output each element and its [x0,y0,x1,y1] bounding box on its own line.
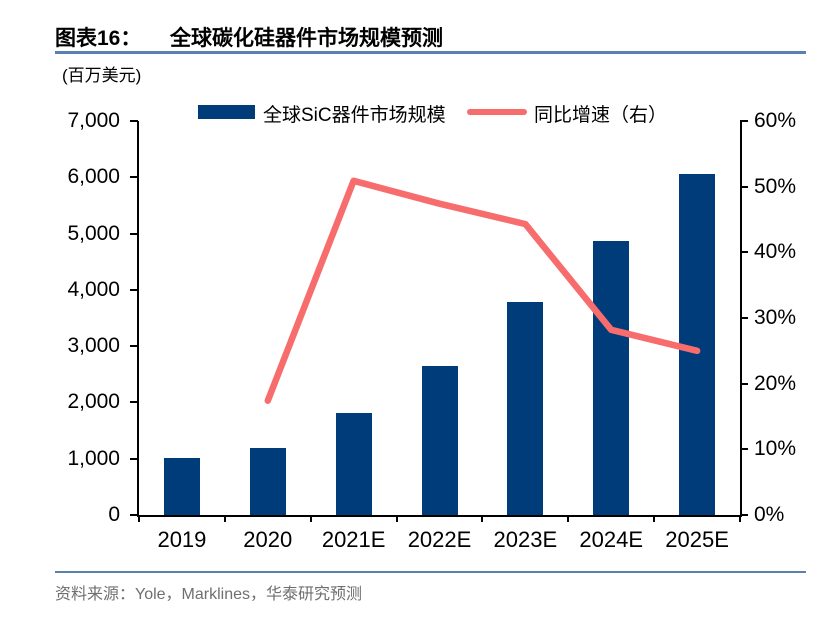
left-axis-tick [130,457,138,460]
left-axis-tick [130,401,138,404]
title-divider [55,51,806,54]
axis-unit-label: (百万美元) [62,66,142,85]
right-axis-tick [740,514,748,516]
page-title: 全球碳化硅器件市场规模预测 [170,27,443,50]
plot-area: 0 1,000 2,000 3,000 4,000 5,000 6,000 7,000 0% 10… [67,110,796,553]
left-axis-tick-label: 4,000 [67,277,120,301]
left-axis-tick [130,514,138,516]
figure-number: 图表16： [55,27,142,50]
source-note: 资料来源：Yole，Marklines，华泰研究预测 [55,586,363,603]
bar-2020 [249,448,286,515]
x-axis-tick [138,515,140,522]
line-series-swatch [467,109,527,115]
right-axis-tick-label: 40% [754,240,797,264]
chart-header: 图表16： 全球碳化硅器件市场规模预测 [55,22,806,50]
left-axis-tick [130,176,138,179]
bar-2021E [335,413,372,515]
left-axis-tick-label: 1,000 [67,446,120,470]
left-axis-tick [130,232,138,235]
left-axis-tick [130,120,138,122]
x-axis-tick [223,515,226,522]
growth-line [264,177,701,404]
left-axis-tick-label: 3,000 [67,334,120,358]
right-axis-tick-label: 50% [754,174,797,198]
right-axis-tick-label: 30% [754,306,797,329]
bar-2022E [421,366,458,515]
x-axis-tick [653,515,656,522]
left-axis-tick-label: 7,000 [67,109,120,132]
right-axis-tick-label: 20% [754,371,797,395]
x-axis-label-2020: 2020 [243,527,293,552]
bar-2019 [163,457,200,515]
bar-series-label: 全球SiC器件市场规模 [263,105,446,126]
x-axis-tick [395,515,398,522]
right-axis-tick [740,185,748,188]
right-axis-tick [740,317,748,319]
x-axis-tick [309,515,312,522]
bar-2024E [593,241,630,515]
x-axis-tick [567,515,570,522]
right-axis-tick [740,120,748,122]
right-axis-tick-label: 60% [754,109,797,132]
x-axis-label-2025E: 2025E [665,527,729,552]
left-axis-tick-label: 6,000 [67,165,120,189]
right-axis-tick-label: 10% [754,437,797,461]
left-axis-tick [130,345,138,348]
left-axis-tick-label: 2,000 [67,390,120,414]
right-axis-tick [740,382,748,385]
line-series-label: 同比增速（右） [534,105,668,126]
bar-series-swatch [198,105,255,119]
growth-line-layer [264,177,701,404]
x-axis-tick [481,515,484,522]
right-axis-tick-label: 0% [754,503,785,526]
left-axis-tick-label: 0 [108,503,120,526]
x-axis-label-2019: 2019 [157,527,207,552]
left-axis-tick [130,288,138,291]
right-axis-tick [740,448,748,451]
x-axis-label-2023E: 2023E [493,527,558,552]
x-axis-label-2021E: 2021E [321,527,386,552]
bar-2023E [507,301,544,515]
right-axis-tick [740,251,748,254]
x-axis-tick [739,515,741,522]
x-axis-label-2022E: 2022E [407,527,472,552]
footer-divider [55,571,806,573]
x-axis-label-2024E: 2024E [579,527,644,552]
left-axis-tick-label: 5,000 [67,221,120,245]
chart-legend: 全球SiC器件市场规模 同比增速（右） [0,100,839,126]
